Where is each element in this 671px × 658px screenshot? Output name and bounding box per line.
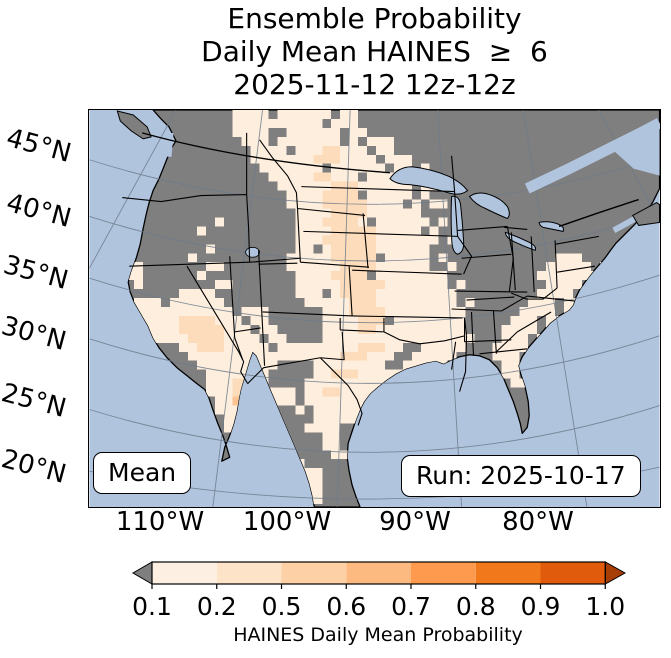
lon-tick-110W: 110°W bbox=[115, 507, 205, 537]
statistic-badge: Mean bbox=[93, 452, 192, 494]
state-borders bbox=[122, 132, 599, 426]
map-canvas bbox=[88, 109, 661, 508]
colorbar-tick-label: 0.7 bbox=[391, 592, 431, 621]
colorbar-over-arrow bbox=[604, 561, 627, 585]
colorbar-segments bbox=[152, 562, 606, 584]
lake-huron bbox=[468, 192, 510, 220]
lon-tick-100W: 100°W bbox=[242, 507, 332, 537]
colorbar-outline bbox=[151, 561, 606, 585]
title-line-3: 2025-11-12 12z-12z bbox=[233, 68, 516, 101]
lat-tick-45N: 45°N bbox=[3, 123, 75, 169]
lake-erie bbox=[504, 231, 537, 251]
probability-cells bbox=[128, 110, 618, 505]
lat-tick-30N: 30°N bbox=[0, 311, 70, 357]
colorbar-tick-label: 0.8 bbox=[455, 592, 496, 621]
colorbar: 0.1 0.2 0.5 0.6 0.7 0.8 0.9 1.0 HAINES Daily Me… bbox=[0, 556, 671, 658]
lakes bbox=[389, 166, 565, 255]
colorbar-tick-label: 0.9 bbox=[520, 592, 561, 621]
title-line-1: Ensemble Probability bbox=[227, 2, 522, 35]
run-date-badge: Run: 2025-10-17 bbox=[401, 455, 641, 497]
colorbar-tick-label: 0.2 bbox=[196, 592, 237, 621]
lon-tick-80W: 80°W bbox=[502, 507, 574, 537]
colorbar-axis-label: HAINES Daily Mean Probability bbox=[233, 624, 523, 646]
colorbar-tick-label: 0.6 bbox=[326, 592, 367, 621]
lat-tick-20N: 20°N bbox=[0, 444, 70, 490]
colorbar-under-arrow bbox=[132, 561, 153, 585]
vancouver-island bbox=[116, 110, 152, 140]
lat-tick-35N: 35°N bbox=[0, 250, 72, 296]
colorbar-tick-label: 0.1 bbox=[132, 592, 172, 621]
gulf-st-lawrence bbox=[613, 125, 660, 176]
figure-title: Ensemble Probability Daily Mean HAINES ≥… bbox=[88, 2, 661, 101]
colorbar-tick-label: 0.5 bbox=[261, 592, 302, 621]
lake-ontario bbox=[538, 221, 565, 232]
lake-superior bbox=[389, 166, 469, 195]
nova-scotia bbox=[632, 201, 660, 226]
lat-tick-25N: 25°N bbox=[0, 378, 70, 424]
graticule bbox=[89, 110, 660, 507]
puget-sound bbox=[166, 132, 174, 157]
lon-tick-90W: 90°W bbox=[379, 507, 451, 537]
colorbar-tickmarks bbox=[151, 584, 606, 589]
canada-border bbox=[141, 132, 639, 228]
lat-tick-40N: 40°N bbox=[3, 188, 75, 234]
title-line-2: Daily Mean HAINES ≥ 6 bbox=[201, 35, 548, 68]
colorbar-tick-label: 1.0 bbox=[585, 592, 626, 621]
great-salt-lake bbox=[245, 246, 260, 258]
